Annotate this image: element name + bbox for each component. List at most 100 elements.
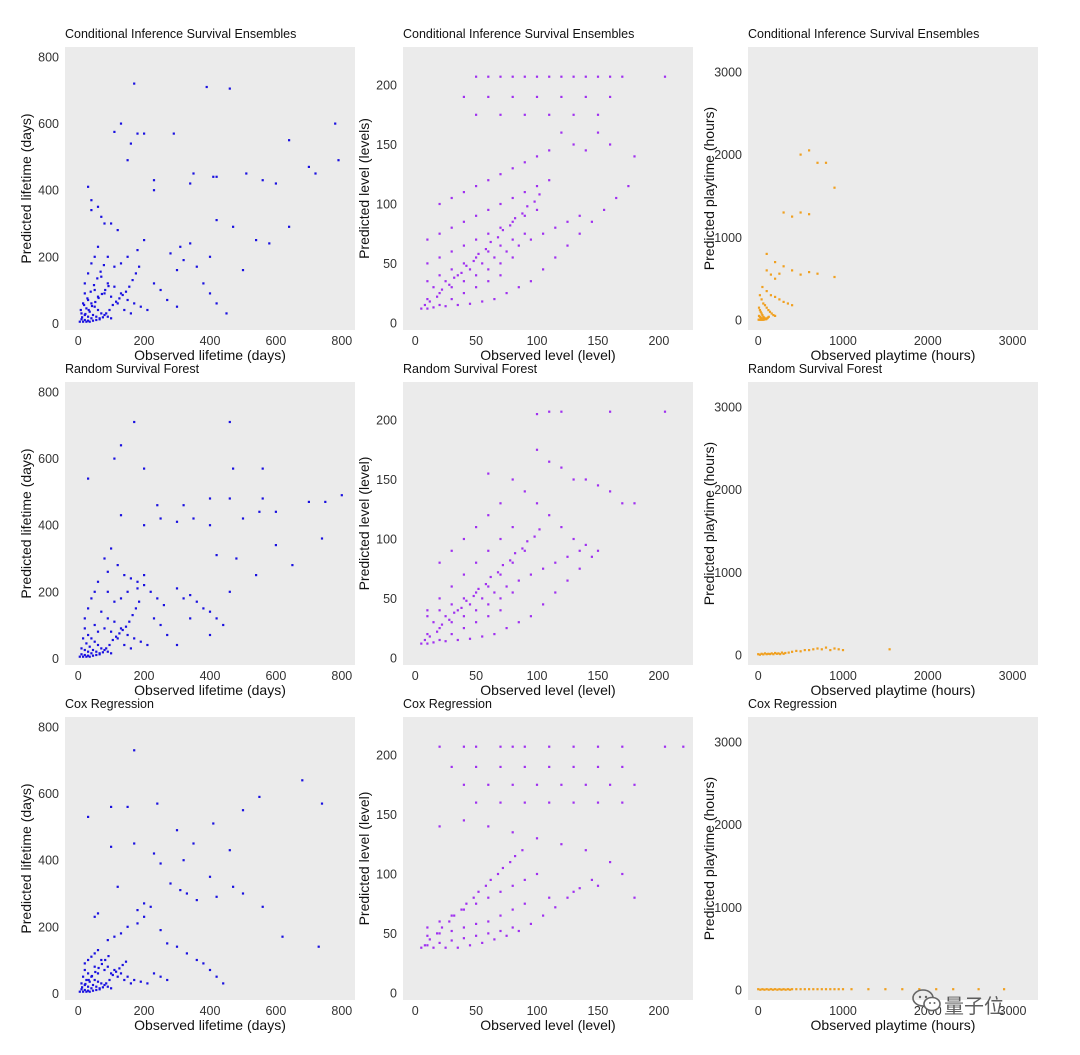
data-point bbox=[175, 520, 179, 523]
data-point bbox=[772, 314, 775, 317]
x-tick-label: 100 bbox=[527, 1004, 548, 1018]
data-point bbox=[460, 908, 463, 911]
x-tick-label: 400 bbox=[200, 669, 221, 683]
data-point bbox=[139, 305, 142, 308]
data-point bbox=[274, 182, 277, 185]
data-point bbox=[572, 801, 575, 804]
data-point bbox=[124, 960, 128, 963]
data-point bbox=[453, 914, 456, 917]
data-point bbox=[96, 949, 100, 952]
data-point bbox=[775, 652, 778, 655]
data-point bbox=[803, 649, 806, 652]
data-point bbox=[590, 220, 593, 223]
data-point bbox=[241, 269, 245, 272]
data-point bbox=[499, 609, 502, 612]
y-axis-label: Predicted level (level) bbox=[356, 457, 372, 591]
y-tick-label: 50 bbox=[383, 257, 397, 271]
data-point bbox=[110, 630, 113, 633]
data-point bbox=[83, 318, 86, 322]
data-point bbox=[99, 270, 102, 273]
data-point bbox=[511, 884, 514, 887]
data-point bbox=[88, 990, 91, 993]
y-tick-label: 3000 bbox=[714, 735, 742, 749]
data-point bbox=[526, 205, 529, 208]
data-point bbox=[80, 318, 83, 321]
data-point bbox=[596, 75, 600, 78]
data-point bbox=[778, 988, 781, 991]
x-axis-label: Observed level (level) bbox=[480, 682, 615, 698]
data-point bbox=[126, 805, 129, 808]
data-point bbox=[118, 297, 121, 300]
data-point bbox=[499, 502, 502, 505]
data-point bbox=[90, 987, 93, 990]
data-point bbox=[152, 617, 156, 620]
data-point bbox=[189, 242, 192, 245]
data-point bbox=[499, 75, 502, 78]
data-point bbox=[129, 647, 132, 650]
data-point bbox=[215, 175, 218, 178]
data-point bbox=[799, 153, 802, 156]
data-point bbox=[106, 590, 109, 593]
data-point bbox=[121, 628, 124, 632]
x-tick-label: 0 bbox=[412, 334, 419, 348]
data-point bbox=[119, 932, 123, 935]
data-point bbox=[481, 262, 484, 265]
data-point bbox=[763, 988, 766, 991]
data-point bbox=[438, 932, 441, 935]
data-point bbox=[511, 561, 514, 564]
data-point bbox=[529, 615, 532, 618]
chart-title: Cox Regression bbox=[65, 697, 154, 711]
data-point bbox=[511, 591, 514, 594]
data-point bbox=[83, 962, 86, 965]
data-point bbox=[499, 274, 502, 277]
data-point bbox=[778, 298, 781, 301]
data-point bbox=[91, 654, 95, 657]
data-point bbox=[438, 609, 441, 612]
data-point bbox=[596, 801, 600, 804]
data-point bbox=[774, 314, 777, 317]
data-point bbox=[192, 172, 195, 175]
x-axis-label: Observed playtime (hours) bbox=[811, 1017, 976, 1033]
data-point bbox=[884, 988, 887, 991]
data-point bbox=[116, 302, 119, 305]
data-point bbox=[799, 650, 802, 653]
scatter-plot: 0 200 400 600 800 0 200 400 600 800 Observed lifet… bbox=[18, 47, 355, 363]
data-point bbox=[535, 783, 539, 786]
data-point bbox=[782, 988, 785, 991]
data-point bbox=[111, 638, 114, 642]
data-point bbox=[84, 982, 87, 986]
data-point bbox=[487, 585, 490, 588]
data-point bbox=[663, 410, 667, 413]
data-point bbox=[572, 75, 575, 78]
data-point bbox=[514, 217, 517, 220]
data-point bbox=[523, 878, 526, 881]
data-point bbox=[499, 765, 502, 768]
y-tick-label: 3000 bbox=[714, 65, 742, 79]
data-point bbox=[481, 941, 484, 944]
y-axis-label: Predicted lifetime (days) bbox=[18, 448, 34, 598]
data-point bbox=[215, 302, 218, 305]
data-point bbox=[450, 549, 453, 552]
data-point bbox=[475, 274, 478, 277]
data-point bbox=[578, 887, 581, 890]
data-point bbox=[136, 587, 139, 590]
data-point bbox=[152, 852, 156, 855]
data-point bbox=[511, 926, 514, 929]
data-point bbox=[124, 290, 128, 293]
data-point bbox=[113, 935, 116, 938]
data-point bbox=[438, 941, 441, 944]
data-point bbox=[100, 647, 103, 650]
data-point bbox=[456, 946, 459, 949]
data-point bbox=[788, 988, 792, 991]
data-point bbox=[462, 220, 465, 223]
chart-title: Conditional Inference Survival Ensembles bbox=[65, 27, 297, 41]
data-point bbox=[808, 149, 811, 152]
data-point bbox=[560, 410, 563, 413]
data-point bbox=[159, 975, 162, 978]
data-point bbox=[462, 280, 465, 283]
data-point bbox=[505, 627, 508, 630]
data-point bbox=[83, 648, 86, 652]
data-point bbox=[175, 829, 179, 832]
chart-title: Random Survival Forest bbox=[748, 362, 883, 376]
x-tick-label: 200 bbox=[134, 334, 155, 348]
